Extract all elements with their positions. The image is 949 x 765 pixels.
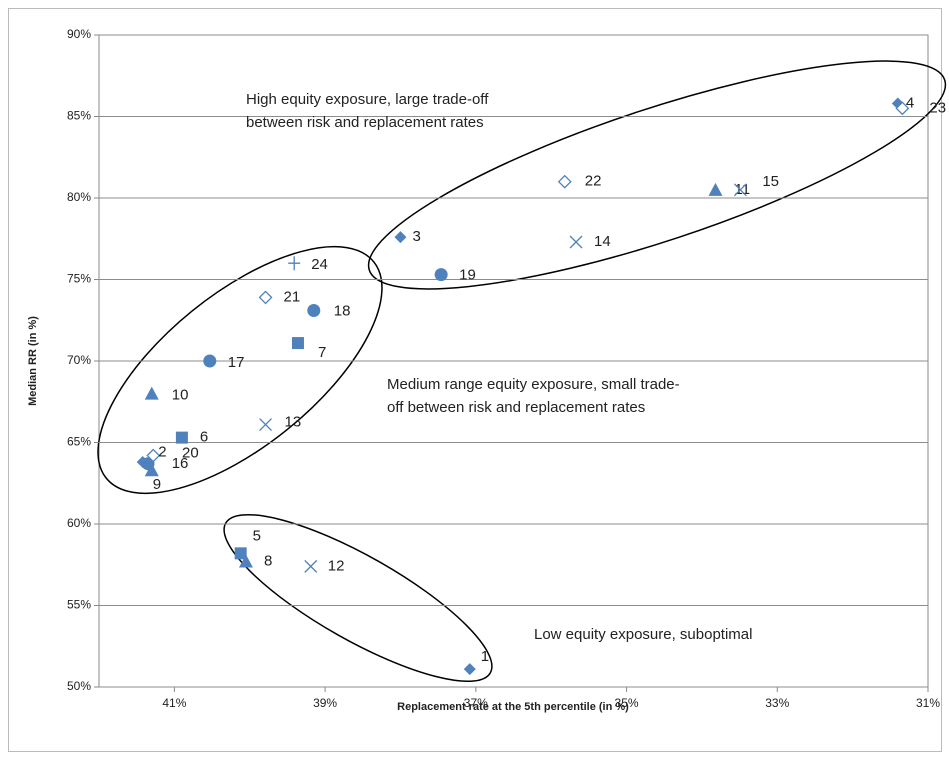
point — [291, 337, 304, 350]
x-tick-label: 31% — [916, 696, 940, 710]
point — [175, 431, 188, 444]
annotation: off between risk and replacement rates — [387, 399, 645, 416]
point-label: 20 — [182, 445, 199, 462]
point-label: 1 — [481, 648, 489, 665]
x-tick-label: 35% — [615, 696, 639, 710]
point-label: 6 — [200, 429, 208, 446]
point — [259, 418, 273, 432]
y-tick-label: 65% — [67, 435, 91, 449]
chart-frame — [8, 8, 942, 752]
point — [434, 268, 448, 282]
point — [234, 547, 247, 560]
point-label: 3 — [412, 228, 420, 245]
point — [258, 290, 273, 305]
point-label: 11 — [734, 181, 750, 198]
annotation: High equity exposure, large trade-off — [246, 91, 489, 108]
point-label: 9 — [153, 476, 161, 493]
y-tick-label: 90% — [67, 27, 91, 41]
point-label: 2 — [158, 444, 166, 461]
y-tick-label: 80% — [67, 190, 91, 204]
point-label: 16 — [172, 455, 189, 472]
y-axis-title: Median RR (in %) — [27, 316, 39, 406]
point-label: 19 — [459, 267, 476, 284]
point — [304, 559, 318, 573]
y-tick-label: 60% — [67, 516, 91, 530]
point — [146, 448, 161, 463]
point — [733, 183, 747, 197]
point-label: 17 — [228, 354, 245, 371]
point — [141, 457, 155, 471]
point-label: 7 — [318, 344, 326, 361]
point-label: 8 — [264, 552, 272, 569]
point — [557, 174, 572, 189]
point-label: 15 — [762, 173, 779, 190]
point — [394, 231, 407, 244]
point — [307, 303, 321, 317]
point-label: 13 — [285, 414, 302, 431]
point-label: 12 — [328, 557, 345, 574]
point-label: 5 — [253, 527, 261, 544]
x-tick-label: 33% — [765, 696, 789, 710]
point — [144, 386, 159, 400]
point-label: 4 — [906, 94, 914, 111]
group-ellipse — [367, 60, 947, 290]
y-tick-label: 75% — [67, 272, 91, 286]
group-ellipse — [223, 513, 493, 683]
point-label: 14 — [594, 233, 611, 250]
x-tick-label: 39% — [313, 696, 337, 710]
annotation: Low equity exposure, suboptimal — [534, 626, 752, 643]
point — [463, 663, 476, 676]
x-tick-label: 37% — [464, 696, 488, 710]
point — [144, 463, 159, 477]
y-tick-label: 55% — [67, 598, 91, 612]
point — [708, 182, 723, 196]
point — [238, 554, 253, 568]
group-ellipse — [97, 245, 383, 495]
point — [288, 256, 301, 271]
annotation: between risk and replacement rates — [246, 114, 484, 131]
y-tick-label: 70% — [67, 353, 91, 367]
y-tick-label: 85% — [67, 109, 91, 123]
point — [895, 101, 910, 116]
point-label: 21 — [284, 288, 301, 305]
y-tick-label: 50% — [67, 679, 91, 693]
point — [203, 354, 217, 368]
point-label: 24 — [311, 256, 328, 273]
point-label: 18 — [334, 302, 351, 319]
point-label: 10 — [172, 387, 189, 404]
point-label: 23 — [929, 99, 946, 116]
x-axis-title: Replacement rate at the 5th percentile (… — [397, 701, 629, 713]
annotation: Medium range equity exposure, small trad… — [387, 376, 680, 393]
point — [569, 235, 583, 249]
point-label: 22 — [585, 173, 602, 190]
x-tick-label: 41% — [162, 696, 186, 710]
